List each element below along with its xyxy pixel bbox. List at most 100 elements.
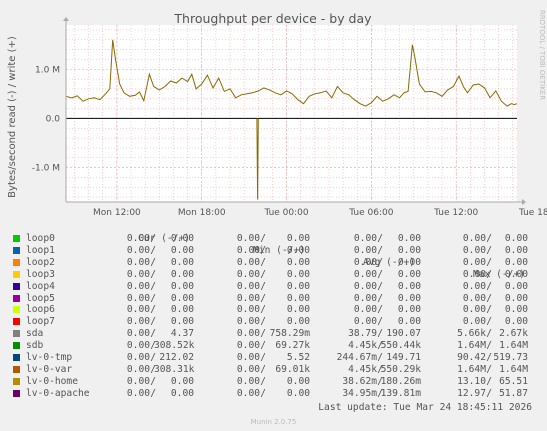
legend-value: 0.00 xyxy=(286,244,310,256)
legend-value: 0.00 xyxy=(397,316,421,328)
x-tick-label: Tue 12:00 xyxy=(433,208,478,218)
legend-row: loop5 0.00 0.00 0.00 0.00 0.00 0.00 0.00 0.00// /… xyxy=(0,293,547,305)
legend-label: lv-0-apache xyxy=(26,387,90,399)
x-axis-arrow xyxy=(522,199,526,205)
legend-separator: / xyxy=(486,280,492,292)
legend-row: loop6 0.00 0.00 0.00 0.00 0.00 0.00 0.00 0.00// /… xyxy=(0,304,547,316)
chart-title: Throughput per device - by day xyxy=(173,11,372,26)
legend-value: 65.51 xyxy=(499,375,528,387)
legend-value: 0.00 xyxy=(126,233,150,244)
last-update: Last update: Tue Mar 24 18:45:11 2026 xyxy=(318,402,532,413)
legend-value: 0.00 xyxy=(126,387,150,399)
legend-separator: / xyxy=(377,292,383,304)
legend-value: 0.00 xyxy=(286,387,310,399)
legend-separator: / xyxy=(150,316,156,328)
legend-value: 69.27k xyxy=(275,340,310,352)
legend-value: 0.00 xyxy=(236,352,260,363)
y-tick-label: 0.0 xyxy=(46,114,61,124)
series-line-write xyxy=(65,39,518,107)
legend-value: 1.64M xyxy=(457,363,486,375)
legend-value: 0.00 xyxy=(353,304,377,316)
legend-value: 1.64M xyxy=(499,363,528,375)
legend-separator: / xyxy=(150,244,156,256)
legend-label: loop2 xyxy=(26,256,55,268)
legend-value: 0.00 xyxy=(126,375,150,387)
legend-value: 0.00 xyxy=(504,280,528,292)
legend-value: 4.45k xyxy=(348,340,377,352)
legend-separator: / xyxy=(486,375,492,387)
legend-value: 308.52k xyxy=(154,340,195,352)
legend-value: 5.66k xyxy=(457,328,486,340)
legend-value: 0.00 xyxy=(236,280,260,292)
legend-swatch xyxy=(13,377,20,385)
legend-value: 90.42 xyxy=(457,352,486,363)
legend-separator: / xyxy=(486,328,492,340)
legend-value: 0.00 xyxy=(397,244,421,256)
legend-label: loop7 xyxy=(26,316,55,328)
legend-value: 0.00 xyxy=(170,387,194,399)
legend-value: 0.00 xyxy=(286,375,310,387)
x-tick-label: Tue 18:00 xyxy=(518,208,547,218)
legend-value: 550.29k xyxy=(380,363,421,375)
legend-value: 2.67k xyxy=(499,328,528,340)
legend-value: 5.52 xyxy=(286,352,310,363)
legend-value: 0.00 xyxy=(353,244,377,256)
legend-row: lv-0-tmp 0.00 212.02 0.00 5.52 244.67m 149.71 9… xyxy=(0,352,547,364)
legend-value: 0.00 xyxy=(353,256,377,268)
legend-value: 51.87 xyxy=(499,387,528,399)
legend-value: 38.79 xyxy=(348,328,377,340)
legend-row: lv-0-apache 0.00 0.00 0.00 0.00 34.95m 139.81m… xyxy=(0,388,547,400)
legend-separator: / xyxy=(260,268,266,280)
legend-value: 758.29m xyxy=(269,328,310,340)
legend-value: 190.07 xyxy=(386,328,421,340)
legend-row: loop2 0.00 0.00 0.00 0.00 0.00 0.00 0.00 0.00// /… xyxy=(0,257,547,269)
legend-separator: / xyxy=(260,304,266,316)
legend-value: 550.44k xyxy=(380,340,421,352)
legend-separator: / xyxy=(377,280,383,292)
legend-value: 0.00 xyxy=(126,363,150,375)
legend-separator: / xyxy=(486,268,492,280)
legend-value: 0.00 xyxy=(286,316,310,328)
legend-value: 0.00 xyxy=(126,340,150,352)
legend-separator: / xyxy=(377,233,383,244)
legend-value: 0.00 xyxy=(462,304,486,316)
legend-value: 1.64M xyxy=(457,340,486,352)
legend-separator: / xyxy=(260,328,266,340)
legend-separator: / xyxy=(150,340,156,352)
legend-value: 0.00 xyxy=(236,244,260,256)
legend-separator: / xyxy=(150,375,156,387)
legend-separator: / xyxy=(486,292,492,304)
legend-value: 4.37 xyxy=(170,328,194,340)
legend-value: 0.00 xyxy=(504,244,528,256)
legend-swatch xyxy=(13,330,20,338)
header-max: Max (-/+) xyxy=(473,269,525,280)
legend-value: 0.00 xyxy=(353,316,377,328)
legend-separator: / xyxy=(377,340,383,352)
legend-value: 0.00 xyxy=(286,268,310,280)
y-axis-label: Bytes/second read (-) / write (+) xyxy=(7,36,18,198)
legend-separator: / xyxy=(260,340,266,352)
legend-separator: / xyxy=(260,244,266,256)
legend-value: 212.02 xyxy=(159,352,194,363)
legend-value: 0.00 xyxy=(462,280,486,292)
legend-separator: / xyxy=(260,256,266,268)
legend-value: 0.00 xyxy=(170,316,194,328)
legend-value: 0.00 xyxy=(504,256,528,268)
legend-value: 308.31k xyxy=(154,363,195,375)
legend-label: loop1 xyxy=(26,244,55,256)
legend-row: loop7 0.00 0.00 0.00 0.00 0.00 0.00 0.00 0.00// /… xyxy=(0,316,547,328)
legend-separator: / xyxy=(150,292,156,304)
legend-row: loop4 0.00 0.00 0.00 0.00 0.00 0.00 0.00 0.00// /… xyxy=(0,281,547,293)
legend-value: 0.00 xyxy=(126,256,150,268)
legend-separator: / xyxy=(150,268,156,280)
legend-value: 0.00 xyxy=(397,292,421,304)
legend-value: 519.73 xyxy=(493,352,528,363)
legend-value: 0.00 xyxy=(126,244,150,256)
legend-separator: / xyxy=(150,280,156,292)
legend-value: 13.10 xyxy=(457,375,486,387)
legend-value: 0.00 xyxy=(170,292,194,304)
header-cur: Cur (-/+) xyxy=(138,233,190,244)
legend-value: 0.00 xyxy=(462,244,486,256)
legend-separator: / xyxy=(260,233,266,244)
series-line-read xyxy=(256,118,259,200)
